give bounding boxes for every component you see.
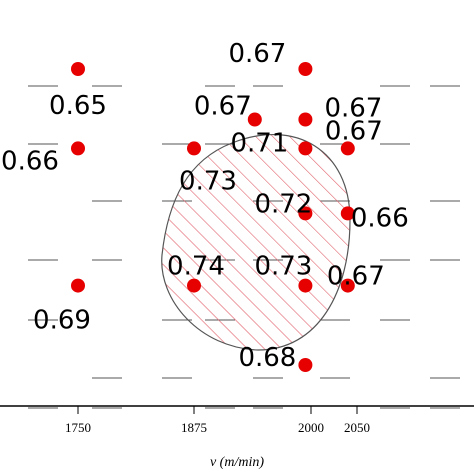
data-point	[298, 278, 313, 293]
data-label: 0.67	[228, 39, 286, 69]
data-point	[71, 278, 85, 293]
data-label: 0.67	[324, 94, 382, 124]
x-tick-label: 1750	[65, 420, 91, 435]
data-point	[298, 112, 313, 127]
data-point	[187, 141, 201, 156]
data-label: 0.67	[327, 262, 385, 292]
x-tick-label: 1875	[181, 420, 207, 435]
data-label: 0.68	[238, 343, 296, 373]
data-point	[71, 62, 85, 76]
x-axis-label: v (m/min)	[210, 455, 264, 470]
data-label: 0.65	[49, 91, 107, 121]
data-point	[298, 141, 313, 156]
data-point	[298, 62, 313, 76]
x-tick-label: 2050	[344, 420, 370, 435]
data-point	[71, 141, 85, 156]
data-label: 0.73	[179, 166, 237, 196]
data-point	[298, 358, 313, 372]
data-label: 0.67	[325, 116, 383, 146]
data-point	[187, 278, 201, 293]
data-label: 0.74	[167, 252, 225, 282]
data-label: 0.66	[351, 203, 409, 233]
data-point	[340, 278, 355, 293]
x-axis-ticks: 1750 1875 2000 2050	[65, 406, 370, 435]
data-points	[71, 62, 355, 372]
x-tick-label: 2000	[298, 420, 324, 435]
data-label: 0.73	[254, 252, 312, 282]
data-labels: 0.650.660.690.730.740.670.670.670.710.72…	[1, 39, 409, 373]
data-label: 0.66	[1, 146, 59, 176]
data-point	[298, 206, 313, 221]
data-point	[247, 112, 262, 127]
data-point	[340, 141, 355, 156]
data-label: 0.72	[254, 189, 312, 219]
data-point	[340, 206, 355, 221]
optimal-region	[161, 134, 351, 351]
data-label: 0.69	[33, 306, 91, 336]
data-label: 0.71	[230, 128, 288, 158]
data-label: 0.67	[194, 92, 252, 122]
